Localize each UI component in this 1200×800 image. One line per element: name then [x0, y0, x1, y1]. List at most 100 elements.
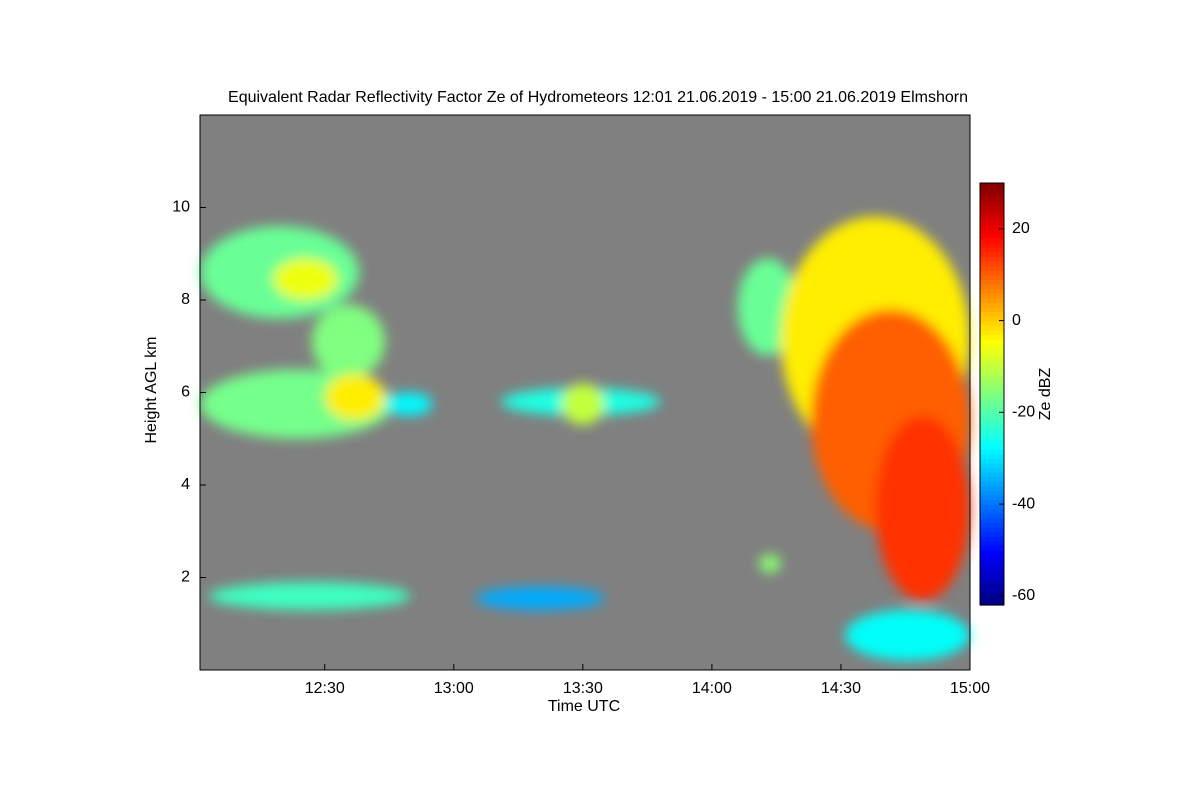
colorbar-step — [980, 430, 1004, 436]
colorbar-step — [980, 458, 1004, 464]
colorbar-step — [980, 481, 1004, 487]
colorbar-step — [980, 228, 1004, 235]
colorbar-step — [980, 288, 1004, 294]
colorbar-step — [980, 224, 1004, 230]
colorbar-step — [980, 462, 1004, 468]
x-axis-label: Time UTC — [548, 698, 620, 715]
colorbar-tick-label: -40 — [1012, 495, 1035, 512]
colorbar-step — [980, 357, 1004, 363]
colorbar-step — [980, 476, 1004, 482]
x-tick-label: 12:30 — [305, 680, 345, 697]
colorbar-step — [980, 316, 1004, 322]
colorbar-step — [980, 444, 1004, 450]
colorbar-step — [980, 270, 1004, 276]
colorbar-step — [980, 540, 1004, 546]
colorbar-step — [980, 398, 1004, 404]
colorbar-step — [980, 251, 1004, 257]
x-tick-label: 15:00 — [950, 680, 990, 697]
colorbar-step — [980, 384, 1004, 391]
colorbar-step — [980, 329, 1004, 335]
colorbar-step — [980, 522, 1004, 528]
colorbar-step — [980, 183, 1004, 189]
colorbar-step — [980, 256, 1004, 262]
y-tick-label: 2 — [181, 569, 190, 586]
x-tick-label: 14:00 — [692, 680, 732, 697]
x-tick-label: 13:30 — [563, 680, 603, 697]
reflectivity-cell — [273, 258, 338, 300]
reflectivity-cell — [759, 554, 781, 573]
reflectivity-cell — [384, 392, 433, 416]
colorbar-step — [980, 568, 1004, 574]
colorbar-step — [980, 297, 1004, 303]
colorbar-step — [980, 219, 1004, 225]
colorbar-step — [980, 490, 1004, 496]
y-tick-label: 10 — [172, 199, 190, 216]
colorbar-label: Ze dBZ — [1037, 368, 1054, 421]
colorbar-step — [980, 247, 1004, 253]
colorbar-step — [980, 192, 1004, 198]
colorbar-step — [980, 416, 1004, 423]
colorbar-step — [980, 325, 1004, 331]
colorbar-step — [980, 302, 1004, 308]
cells — [199, 216, 970, 661]
colorbar-step — [980, 536, 1004, 542]
colorbar-step — [980, 449, 1004, 455]
y-axis-label: Height AGL km — [143, 336, 160, 443]
colorbar-step — [980, 600, 1004, 606]
colorbar-step — [980, 586, 1004, 592]
colorbar-step — [980, 554, 1004, 560]
colorbar-tick-label: -60 — [1012, 587, 1035, 604]
colorbar-step — [980, 279, 1004, 285]
colorbar-step — [980, 559, 1004, 565]
colorbar-step — [980, 572, 1004, 579]
chart-title: Equivalent Radar Reflectivity Factor Ze … — [228, 89, 968, 106]
colorbar-step — [980, 242, 1004, 248]
colorbar-step — [980, 426, 1004, 432]
reflectivity-cell — [324, 374, 385, 421]
colorbar-step — [980, 435, 1004, 441]
reflectivity-cell — [875, 415, 970, 601]
reflectivity-cell — [845, 609, 970, 661]
colorbar-step — [980, 320, 1004, 326]
colorbar-tick-label: 0 — [1012, 312, 1021, 329]
colorbar-step — [980, 371, 1004, 377]
colorbar-step — [980, 467, 1004, 473]
colorbar-step — [980, 582, 1004, 588]
colorbar-step — [980, 238, 1004, 244]
colorbar-step — [980, 531, 1004, 537]
colorbar-step — [980, 205, 1004, 212]
colorbar-step — [980, 595, 1004, 602]
colorbar-step — [980, 293, 1004, 299]
colorbar-step — [980, 375, 1004, 381]
colorbar-step — [980, 338, 1004, 345]
colorbar-step — [980, 471, 1004, 478]
colorbar-step — [980, 233, 1004, 239]
reflectivity-cell — [208, 582, 411, 610]
colorbar-step — [980, 366, 1004, 372]
colorbar-step — [980, 527, 1004, 533]
y-tick-label: 8 — [181, 291, 190, 308]
colorbar-step — [980, 380, 1004, 386]
colorbar-step — [980, 394, 1004, 400]
colorbar-step — [980, 499, 1004, 505]
colorbar-step — [980, 421, 1004, 427]
y-tick-label: 6 — [181, 384, 190, 401]
colorbar-step — [980, 389, 1004, 395]
colorbar-step — [980, 306, 1004, 313]
colorbar-tick-label: -20 — [1012, 404, 1035, 421]
colorbar-step — [980, 591, 1004, 597]
colorbar-step — [980, 412, 1004, 418]
colorbar-step — [980, 453, 1004, 459]
colorbar-step — [980, 334, 1004, 340]
colorbar-step — [980, 265, 1004, 271]
colorbar-step — [980, 504, 1004, 510]
colorbar-step — [980, 545, 1004, 551]
x-tick-label: 14:30 — [821, 680, 861, 697]
colorbar-step — [980, 439, 1004, 446]
colorbar-step — [980, 407, 1004, 413]
reflectivity-cell — [311, 304, 385, 379]
colorbar-step — [980, 549, 1004, 556]
colorbar-step — [980, 187, 1004, 193]
colorbar-step — [980, 274, 1004, 280]
